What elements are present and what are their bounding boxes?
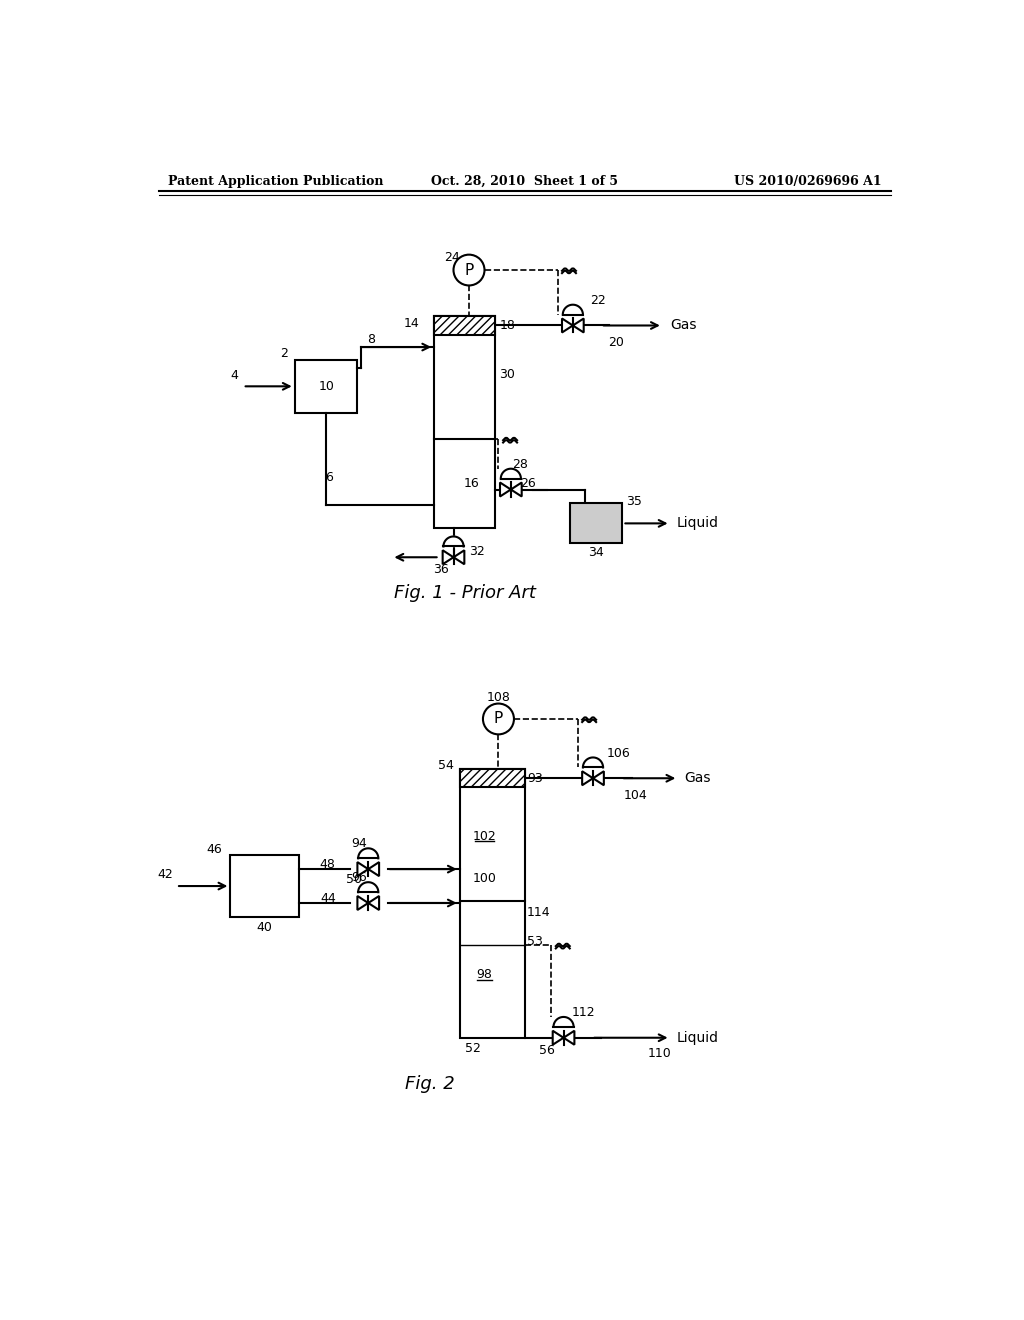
Text: 108: 108 — [486, 690, 510, 704]
Bar — [230, 855, 299, 917]
Bar — [434, 317, 495, 528]
Polygon shape — [369, 862, 379, 876]
Polygon shape — [563, 305, 583, 314]
Bar — [569, 503, 623, 544]
Text: Fig. 1 - Prior Art: Fig. 1 - Prior Art — [394, 585, 536, 602]
Text: 104: 104 — [624, 788, 648, 801]
Text: 44: 44 — [319, 892, 336, 906]
Bar — [295, 360, 356, 412]
Text: US 2010/0269696 A1: US 2010/0269696 A1 — [733, 176, 882, 187]
Text: Gas: Gas — [671, 318, 697, 333]
Text: 110: 110 — [647, 1047, 671, 1060]
Text: 26: 26 — [520, 477, 536, 490]
Text: 16: 16 — [464, 477, 480, 490]
Text: 53: 53 — [527, 935, 543, 948]
Bar — [434, 317, 495, 335]
Text: 98: 98 — [476, 968, 493, 981]
Polygon shape — [593, 771, 604, 785]
Text: 94: 94 — [351, 837, 367, 850]
Circle shape — [454, 255, 484, 285]
Text: 22: 22 — [590, 294, 605, 308]
Text: 52: 52 — [465, 1041, 481, 1055]
Polygon shape — [357, 862, 369, 876]
Text: 100: 100 — [472, 871, 497, 884]
Polygon shape — [500, 483, 511, 496]
Text: 36: 36 — [433, 564, 449, 576]
Text: 18: 18 — [500, 319, 515, 333]
Polygon shape — [583, 758, 603, 767]
Text: P: P — [494, 711, 503, 726]
Text: 24: 24 — [444, 251, 460, 264]
Text: 34: 34 — [588, 546, 604, 560]
Polygon shape — [501, 469, 521, 479]
Polygon shape — [454, 550, 464, 564]
Text: 42: 42 — [158, 869, 173, 880]
Text: 48: 48 — [319, 858, 336, 871]
Text: 12: 12 — [437, 319, 453, 333]
Polygon shape — [369, 896, 379, 909]
Text: Gas: Gas — [684, 771, 711, 785]
Text: Liquid: Liquid — [677, 1031, 719, 1044]
Text: 56: 56 — [539, 1044, 554, 1056]
Text: 46: 46 — [207, 842, 222, 855]
Polygon shape — [583, 771, 593, 785]
Text: 8: 8 — [367, 333, 375, 346]
Polygon shape — [562, 318, 572, 333]
Text: 114: 114 — [527, 907, 551, 920]
Bar — [460, 770, 524, 788]
Text: Oct. 28, 2010  Sheet 1 of 5: Oct. 28, 2010 Sheet 1 of 5 — [431, 176, 618, 187]
Text: 112: 112 — [571, 1006, 595, 1019]
Polygon shape — [358, 882, 378, 892]
Text: 40: 40 — [256, 921, 272, 935]
Text: 28: 28 — [512, 458, 528, 471]
Text: 93: 93 — [527, 772, 543, 785]
Polygon shape — [357, 896, 369, 909]
Polygon shape — [563, 1031, 574, 1044]
Polygon shape — [554, 1016, 573, 1027]
Text: 30: 30 — [500, 367, 515, 380]
Text: Patent Application Publication: Patent Application Publication — [168, 176, 384, 187]
Bar — [460, 770, 524, 1038]
Text: 20: 20 — [608, 335, 625, 348]
Text: 6: 6 — [326, 471, 334, 484]
Text: Fig. 2: Fig. 2 — [406, 1074, 455, 1093]
Polygon shape — [358, 849, 378, 858]
Text: 96: 96 — [351, 871, 367, 884]
Text: 32: 32 — [469, 545, 484, 557]
Text: 35: 35 — [627, 495, 642, 508]
Text: 14: 14 — [403, 317, 420, 330]
Polygon shape — [443, 536, 464, 546]
Text: 2: 2 — [280, 347, 288, 360]
Polygon shape — [442, 550, 454, 564]
Polygon shape — [553, 1031, 563, 1044]
Circle shape — [483, 704, 514, 734]
Text: 50: 50 — [346, 874, 362, 887]
Polygon shape — [572, 318, 584, 333]
Polygon shape — [511, 483, 521, 496]
Text: Liquid: Liquid — [677, 516, 719, 531]
Text: 10: 10 — [318, 380, 335, 393]
Text: 106: 106 — [607, 747, 631, 760]
Text: 102: 102 — [473, 829, 497, 842]
Text: 4: 4 — [230, 370, 238, 381]
Text: P: P — [464, 263, 474, 277]
Text: 54: 54 — [437, 759, 454, 772]
